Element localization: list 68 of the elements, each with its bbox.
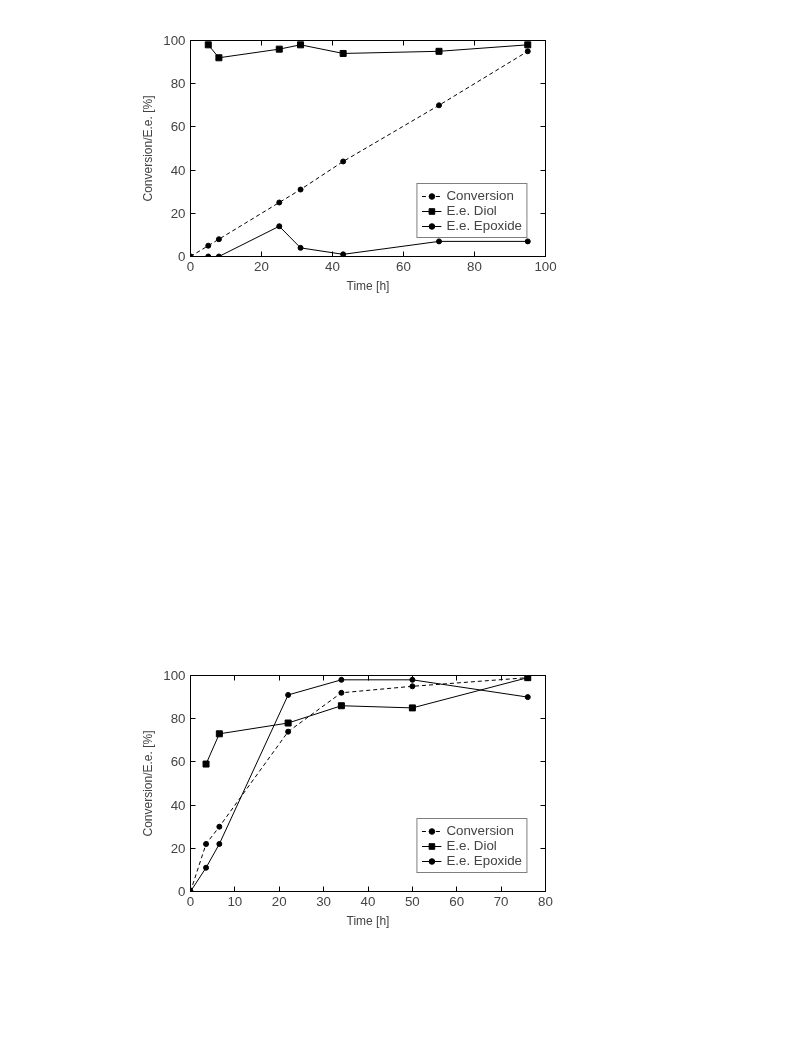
point: [340, 158, 347, 165]
point: [339, 49, 347, 57]
point: [275, 45, 283, 53]
point: [338, 676, 345, 683]
point: [285, 728, 292, 735]
x-tick-label: 20: [271, 893, 287, 909]
y-tick-label: 20: [170, 205, 186, 221]
point: [204, 41, 212, 49]
point: [276, 199, 283, 206]
x-tick-label: 50: [404, 893, 420, 909]
legend-label: Conversion: [446, 823, 514, 838]
point: [203, 864, 210, 871]
point: [524, 694, 531, 701]
y-tick-label: 40: [170, 162, 186, 178]
point: [284, 719, 292, 727]
x-tick-label: 100: [534, 258, 557, 274]
x-tick-label: 30: [316, 893, 332, 909]
point: [297, 244, 304, 251]
x-tick-label: 10: [227, 893, 243, 909]
y-axis-title: Conversion/E.e. [%]: [141, 730, 156, 837]
point: [205, 242, 212, 249]
point: [408, 704, 416, 712]
y-tick-label: 40: [170, 797, 186, 813]
x-tick-label: 80: [467, 258, 482, 274]
y-axis-title: Conversion/E.e. [%]: [141, 95, 156, 202]
legend-label: E.e. Epoxide: [446, 853, 522, 868]
point: [338, 689, 345, 696]
legend-label: Conversion: [446, 188, 514, 203]
x-tick-label: 80: [538, 893, 553, 909]
point: [409, 683, 416, 690]
point: [409, 676, 416, 683]
x-tick-label: 40: [360, 893, 376, 909]
point: [524, 238, 531, 245]
point: [203, 840, 210, 847]
point: [215, 730, 223, 738]
point: [297, 41, 305, 49]
point: [216, 840, 223, 847]
point: [215, 54, 223, 62]
y-tick-label: 60: [170, 754, 186, 770]
point: [285, 691, 292, 698]
point: [340, 251, 347, 257]
legend-label: E.e. Epoxide: [446, 218, 522, 233]
point: [337, 702, 345, 710]
legend-label: E.e. Diol: [446, 838, 497, 853]
x-axis-title: Time [h]: [346, 278, 390, 293]
x-tick-label: 70: [493, 893, 509, 909]
point: [435, 47, 443, 55]
point: [276, 223, 283, 230]
x-tick-label: 40: [325, 258, 340, 274]
x-axis-title: Time [h]: [346, 913, 390, 928]
point: [524, 41, 532, 49]
point: [202, 760, 210, 768]
point: [436, 102, 442, 109]
x-tick-label: 20: [254, 258, 269, 274]
y-tick-label: 100: [163, 668, 186, 683]
y-tick-label: 80: [170, 711, 186, 727]
x-tick-label: 60: [449, 893, 465, 909]
x-tick-label: 60: [396, 258, 411, 274]
y-tick-label: 20: [170, 840, 186, 856]
point: [215, 236, 222, 243]
y-tick-label: 100: [163, 33, 186, 48]
legend-label: E.e. Diol: [446, 203, 497, 218]
y-tick-label: 60: [170, 119, 186, 135]
y-tick-label: 80: [170, 76, 186, 92]
point: [524, 48, 531, 55]
point: [216, 823, 223, 830]
point: [297, 186, 304, 193]
point: [436, 238, 442, 245]
